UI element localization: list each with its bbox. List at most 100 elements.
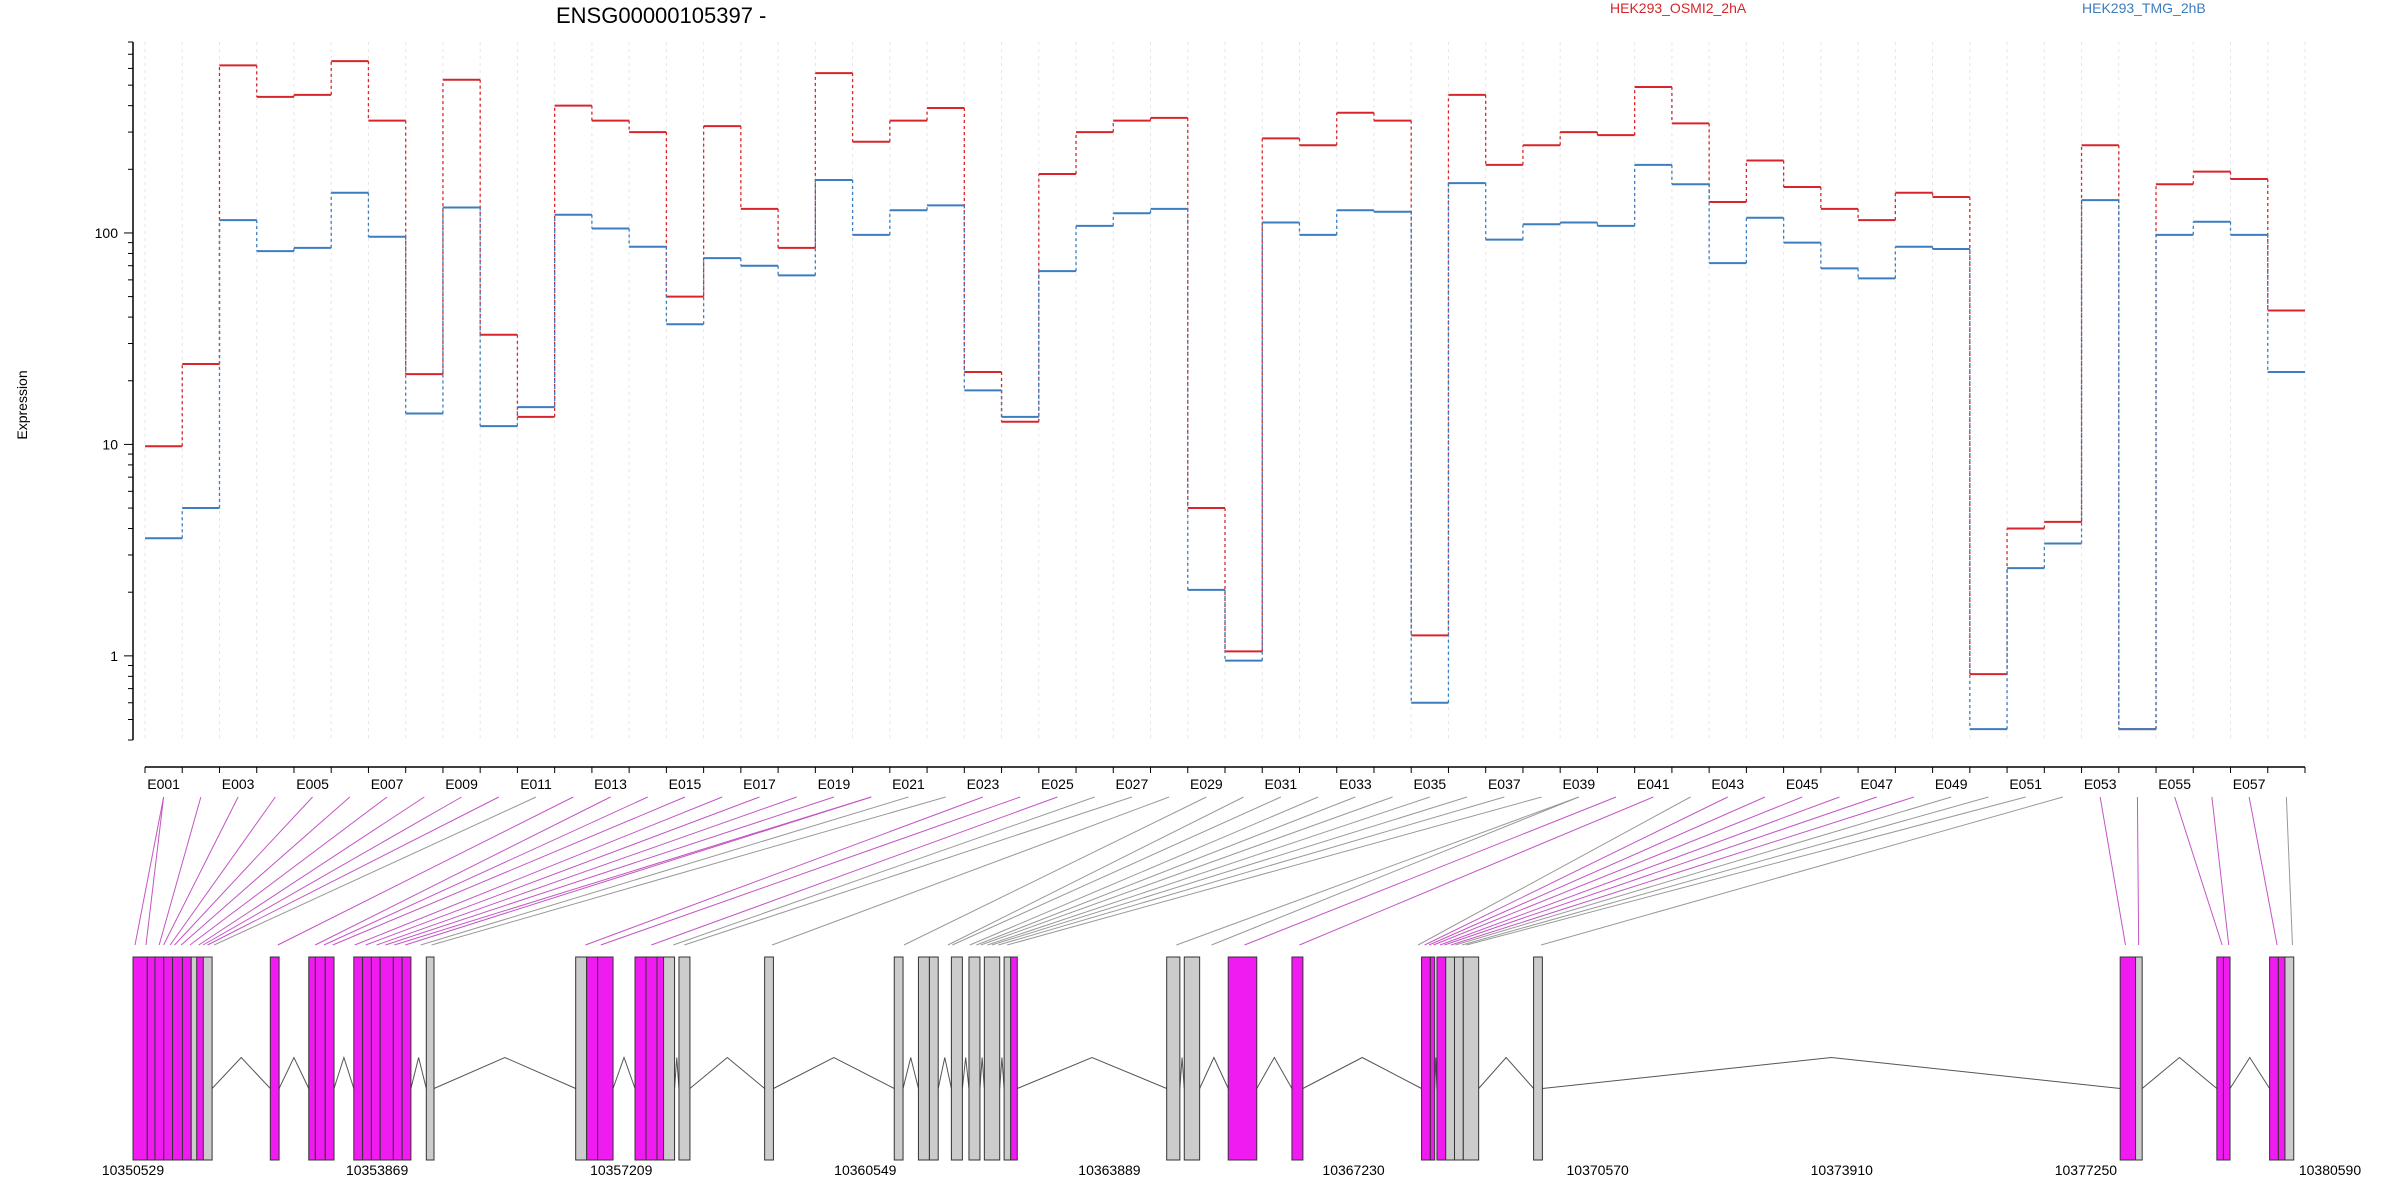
exon-connector-significant	[332, 796, 686, 946]
intron-line	[612, 1056, 636, 1089]
exon-connector-significant	[198, 796, 425, 946]
intron-line	[278, 1056, 310, 1089]
y-axis: 1 10 100	[95, 41, 134, 741]
exon-block	[983, 956, 1001, 1161]
intron-line	[1542, 1056, 2121, 1089]
intron-line	[773, 1056, 895, 1089]
exon-tick-label: E039	[1562, 776, 1595, 792]
exon-tick-label: E041	[1637, 776, 1670, 792]
exon-connector	[213, 796, 537, 946]
exon-block	[2135, 956, 2143, 1161]
exon-block-significant	[269, 956, 280, 1161]
exon-axis: E001 E003 E005 E007 E009 E011 E013 E015 E017 E019…	[144, 766, 2306, 792]
exon-tick-label: E037	[1488, 776, 1521, 792]
coordinate-label: 10353869	[346, 1162, 409, 1178]
exon-block	[678, 956, 691, 1161]
coordinate-label: 10377250	[2055, 1162, 2118, 1178]
exon-block	[764, 956, 774, 1161]
exon-block-significant	[586, 956, 599, 1161]
exon-connector	[1455, 796, 1952, 946]
coordinate-label: 10357209	[590, 1162, 653, 1178]
intron-line	[937, 1057, 952, 1089]
intron-line	[1179, 1057, 1185, 1089]
exon-connectors	[134, 796, 2293, 946]
series-lines	[145, 60, 2305, 731]
coordinate-label: 10370570	[1567, 1162, 1630, 1178]
exon-block-significant	[1227, 956, 1258, 1161]
intron-line	[433, 1056, 576, 1089]
exon-block-significant	[146, 956, 156, 1161]
y-tick-label: 100	[95, 225, 119, 241]
exon-connector-significant	[2099, 796, 2126, 946]
exon-tick-label: E049	[1935, 776, 1968, 792]
exon-connector-significant	[365, 796, 760, 946]
exon-tick-label: E033	[1339, 776, 1372, 792]
legend-series-b: HEK293_TMG_2hB	[2082, 0, 2206, 16]
exon-block-significant	[2277, 956, 2286, 1161]
exon-connector-significant	[1433, 796, 1803, 946]
exon-connector-significant	[385, 796, 835, 946]
exon-block	[1445, 956, 1455, 1161]
exon-block	[917, 956, 930, 1161]
exon-tick-label: E023	[967, 776, 1000, 792]
exon-connector-significant	[169, 796, 276, 946]
coordinate-label: 10360549	[834, 1162, 897, 1178]
exon-tick-label: E035	[1413, 776, 1446, 792]
exon-connector-significant	[189, 796, 388, 946]
exon-connector-significant	[1299, 796, 1654, 946]
exon-tick-label: E003	[222, 776, 255, 792]
exon-connector-significant	[376, 796, 797, 946]
intron-line	[333, 1055, 355, 1089]
exon-connector-significant	[163, 796, 239, 946]
exon-connector-significant	[1428, 796, 1766, 946]
coordinate-label: 10350529	[102, 1162, 165, 1178]
exon-connector	[987, 796, 1430, 946]
exon-block	[1166, 956, 1181, 1161]
exon-block-significant	[2119, 956, 2137, 1161]
exon-connector-significant	[202, 796, 462, 946]
exon-block	[1462, 956, 1480, 1161]
exon-connector-significant	[323, 796, 648, 946]
exon-connector	[420, 796, 909, 946]
exon-connector-significant	[158, 796, 202, 946]
exon-block-significant	[656, 956, 665, 1161]
exon-block-significant	[597, 956, 614, 1161]
exon-connector	[991, 796, 1468, 946]
exon-connector	[684, 796, 1133, 946]
exon-block-significant	[324, 956, 335, 1161]
intron-line	[961, 1057, 970, 1089]
gene-model	[132, 956, 2295, 1161]
exon-connector	[2285, 796, 2293, 946]
exon-connector-significant	[2211, 796, 2230, 946]
exon-connector	[771, 796, 1170, 946]
exon-block-significant	[196, 956, 204, 1161]
exon-block	[663, 956, 676, 1161]
exon-connector	[952, 796, 1282, 946]
exon-tick-label: E001	[147, 776, 180, 792]
exon-block-significant	[392, 956, 403, 1161]
exon-block-significant	[2269, 956, 2279, 1161]
exon-connector	[1211, 796, 1579, 946]
exon-block	[2284, 956, 2295, 1161]
exon-block	[950, 956, 963, 1161]
exon-block-significant	[634, 956, 647, 1161]
exon-connector-significant	[180, 796, 351, 946]
exon-block-significant	[308, 956, 316, 1161]
exon-tick-label: E009	[445, 776, 478, 792]
exon-block-significant	[353, 956, 364, 1161]
exon-connector-significant	[314, 796, 611, 946]
intron-line	[1199, 1056, 1229, 1089]
exon-block-significant	[645, 956, 658, 1161]
exon-connector	[1007, 796, 1542, 946]
exon-tick-label: E013	[594, 776, 627, 792]
intron-line	[1256, 1056, 1293, 1089]
exon-connector-significant	[600, 796, 1021, 946]
intron-line	[2229, 1056, 2271, 1089]
exon-block	[1183, 956, 1201, 1161]
exon-tick-label: E011	[520, 776, 552, 792]
exon-connector-significant	[2248, 796, 2278, 946]
exon-block-significant	[154, 956, 165, 1161]
coordinate-label: 10380590	[2299, 1162, 2362, 1178]
exon-tick-label: E007	[371, 776, 404, 792]
intron-line	[1478, 1056, 1534, 1089]
